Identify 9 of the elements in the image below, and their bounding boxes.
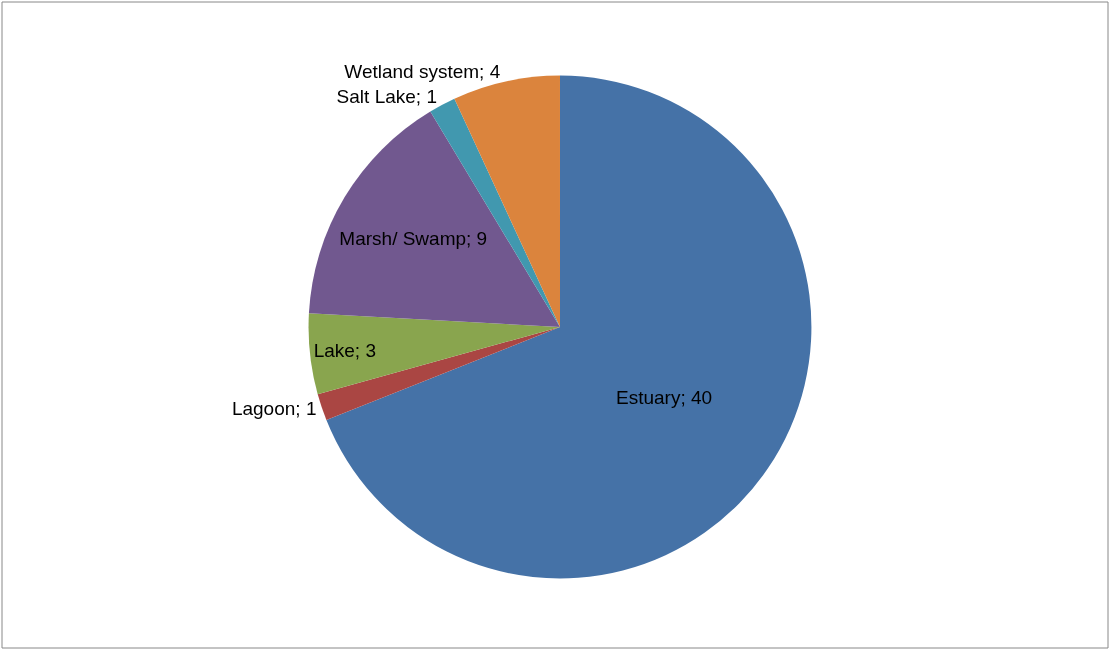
slice-label: Marsh/ Swamp; 9: [339, 228, 488, 250]
slice-label: Salt Lake; 1: [336, 86, 437, 108]
slice-label: Estuary; 40: [615, 387, 713, 409]
slice-label: Wetland system; 4: [344, 60, 501, 82]
slice-label: Lagoon; 1: [231, 397, 317, 419]
pie-slice: [308, 111, 560, 327]
pie-slice: [317, 326, 560, 421]
slice-label: Lake; 3: [313, 339, 376, 361]
pie-slice: [308, 313, 560, 395]
